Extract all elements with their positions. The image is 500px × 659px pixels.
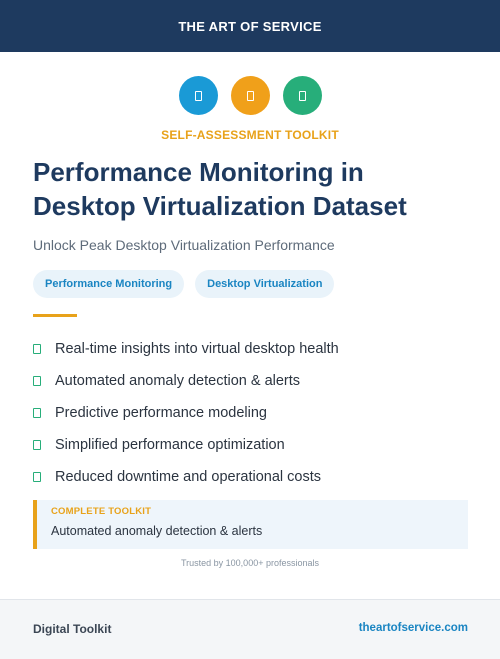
feature-text: Simplified performance optimization	[55, 437, 285, 453]
trust-line: Trusted by 100,000+ professionals	[180, 558, 319, 568]
footer-label: Digital Toolkit	[33, 622, 112, 636]
footer-bar: Digital Toolkit theartofservice.com	[0, 599, 500, 659]
check-icon	[33, 408, 41, 418]
document-icon	[194, 90, 202, 101]
list-item: Reduced downtime and operational costs	[33, 461, 339, 493]
document-icon	[246, 90, 254, 101]
list-item: Automated anomaly detection & alerts	[33, 365, 339, 397]
tag-desktop-virtualization[interactable]: Desktop Virtualization	[195, 270, 335, 298]
feature-list: Real-time insights into virtual desktop …	[33, 333, 339, 493]
page-subtitle: Unlock Peak Desktop Virtualization Perfo…	[33, 237, 335, 253]
website-link[interactable]: theartofservice.com	[358, 622, 468, 634]
page-title: Performance Monitoring in Desktop Virtua…	[33, 157, 407, 221]
list-item: Real-time insights into virtual desktop …	[33, 333, 339, 365]
blue-circle-icon	[178, 76, 218, 115]
green-circle-icon	[282, 76, 322, 115]
feature-text: Automated anomaly detection & alerts	[55, 373, 301, 389]
icon-row	[0, 76, 500, 115]
check-icon	[33, 472, 41, 482]
tag-list: Performance Monitoring Desktop Virtualiz…	[33, 270, 335, 298]
header-bar: THE ART OF SERVICE	[0, 0, 500, 52]
list-item: Simplified performance optimization	[33, 429, 339, 461]
feature-text: Real-time insights into virtual desktop …	[55, 341, 339, 357]
complete-toolkit-callout: COMPLETE TOOLKIT Automated anomaly detec…	[33, 500, 468, 549]
toolkit-kicker: SELF-ASSESSMENT TOOLKIT	[161, 128, 339, 142]
list-item: Predictive performance modeling	[33, 397, 339, 429]
accent-divider	[33, 314, 77, 317]
orange-circle-icon	[230, 76, 270, 115]
document-icon	[298, 90, 306, 101]
check-icon	[33, 376, 41, 386]
check-icon	[33, 344, 41, 354]
feature-text: Reduced downtime and operational costs	[55, 469, 321, 485]
callout-label: COMPLETE TOOLKIT	[51, 506, 152, 517]
callout-text: Automated anomaly detection & alerts	[51, 524, 263, 538]
tag-performance-monitoring[interactable]: Performance Monitoring	[33, 270, 185, 298]
feature-text: Predictive performance modeling	[55, 405, 267, 421]
check-icon	[33, 440, 41, 450]
brand-title: THE ART OF SERVICE	[178, 18, 322, 34]
